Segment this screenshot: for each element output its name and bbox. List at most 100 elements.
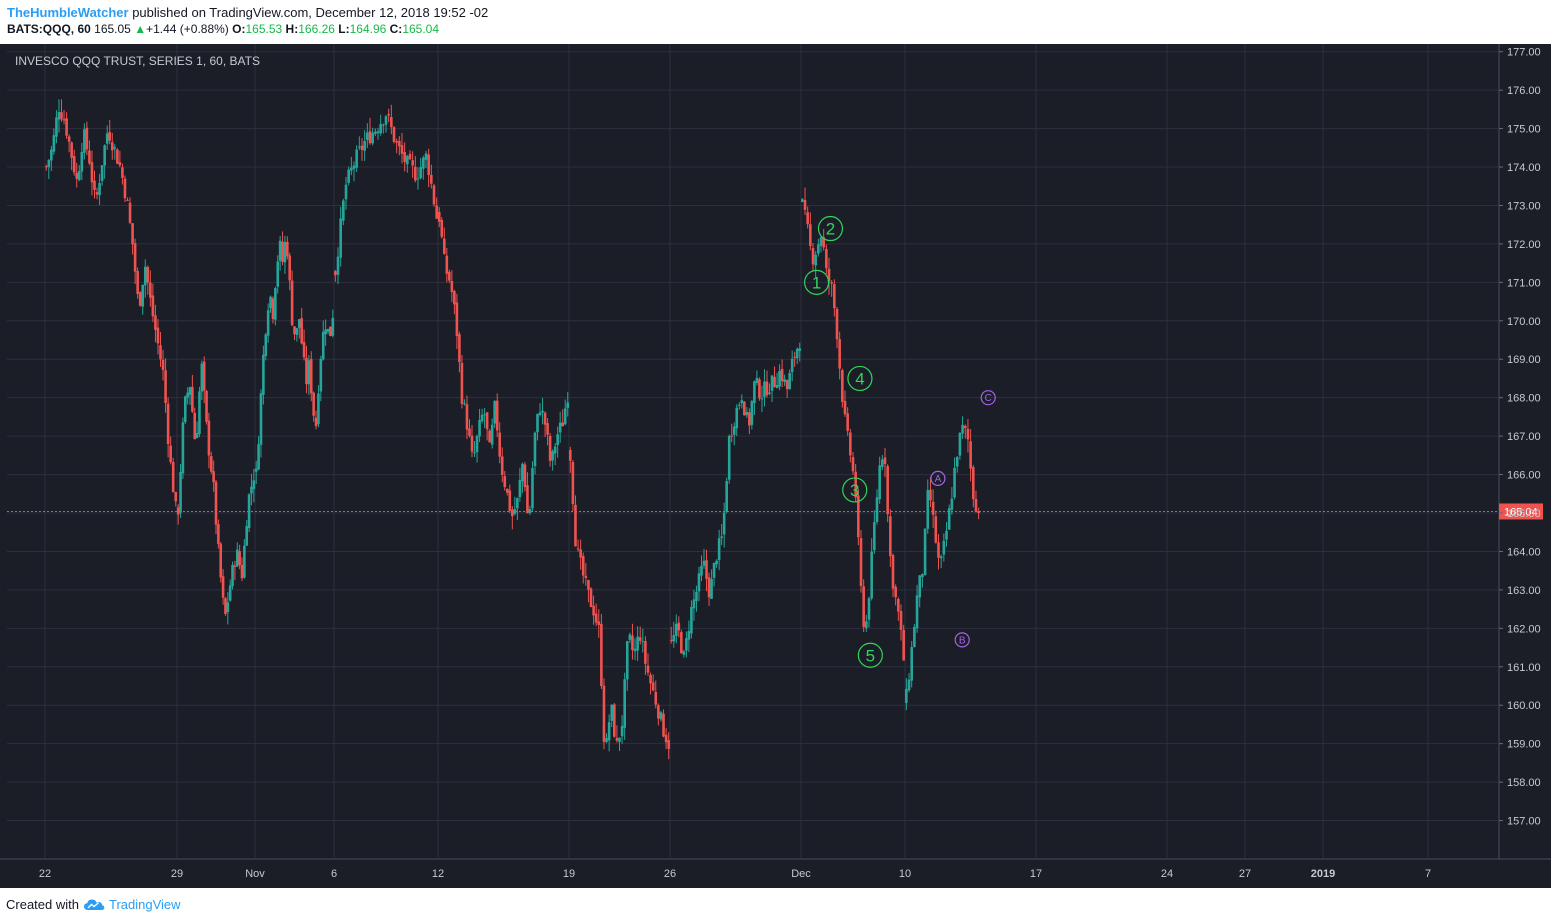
candle-body <box>809 224 812 247</box>
time-axis[interactable]: 22 29 Nov 6 12 19 26 Dec 10 17 24 27 2019 7 <box>39 868 1431 880</box>
candle-body <box>336 256 340 275</box>
candle-body <box>458 334 461 363</box>
candle-body <box>274 288 277 320</box>
candle-body <box>350 167 353 171</box>
candle-body <box>592 605 595 616</box>
candle-body <box>143 266 147 286</box>
candle-body <box>283 241 287 263</box>
candle-body <box>788 373 791 390</box>
candle-body <box>672 635 676 642</box>
tradingview-brand[interactable]: TradingView <box>108 897 181 912</box>
candle-body <box>200 363 204 392</box>
candle-body <box>768 392 771 394</box>
candle-body <box>843 400 847 415</box>
candle-body <box>392 127 396 142</box>
candle-body <box>897 598 900 612</box>
candle-body <box>217 524 220 544</box>
candle-body <box>344 184 348 200</box>
candle-body <box>141 284 145 307</box>
candle-body <box>374 131 377 134</box>
candle-body <box>171 461 175 493</box>
candle-body <box>250 486 253 494</box>
candle-body <box>108 132 112 141</box>
x-tick-label: 12 <box>432 868 444 880</box>
candle-body <box>775 384 779 389</box>
candle-body <box>851 457 855 472</box>
candle-body <box>233 565 237 567</box>
candle-body <box>105 133 109 144</box>
candle-body <box>480 414 484 422</box>
candle-body <box>674 623 678 636</box>
last-price-tag <box>1499 503 1543 520</box>
candle-body <box>531 468 534 509</box>
candle-body <box>918 575 922 598</box>
candle-body <box>90 162 94 183</box>
candle-body <box>88 150 91 164</box>
footer: Created with TradingView <box>0 888 1551 922</box>
candle-body <box>416 178 420 180</box>
candle-body <box>360 145 364 150</box>
candle-body <box>390 117 393 128</box>
candle-body <box>857 495 860 538</box>
candle-body <box>613 704 616 737</box>
candle-body <box>551 451 554 461</box>
candle-body <box>366 132 369 140</box>
y-tick-label: 163.00 <box>1507 585 1541 597</box>
candle-body <box>795 348 799 359</box>
candle-body <box>945 530 948 540</box>
chart-title: INVESCO QQQ TRUST, SERIES 1, 60, BATS <box>15 54 260 68</box>
candle-body <box>867 598 871 620</box>
candle-body <box>966 428 970 440</box>
symbol-label[interactable]: BATS:QQQ, 60 <box>7 22 91 36</box>
candle-body <box>228 585 232 601</box>
candle-body <box>67 136 71 142</box>
candle-body <box>419 167 422 179</box>
candle-body <box>793 356 797 358</box>
candle-body <box>811 248 815 265</box>
candle-body <box>133 243 137 272</box>
candle-body <box>262 354 265 395</box>
candle-body <box>85 127 89 150</box>
candle-body <box>915 595 919 629</box>
candle-body <box>60 112 63 120</box>
price-axis[interactable]: 157.00 158.00 159.00 160.00 161.00 162.00 163.… <box>1499 47 1541 828</box>
high-label: H: <box>285 22 299 36</box>
candle-body <box>773 376 776 387</box>
close-label: C: <box>389 22 403 36</box>
candle-body <box>841 370 844 402</box>
candle-body <box>138 292 142 306</box>
candle-body <box>687 631 691 640</box>
candle-body <box>52 135 56 152</box>
candle-body <box>411 160 414 166</box>
candle-body <box>953 467 956 498</box>
wave-label-text: 4 <box>855 369 864 388</box>
candle-body <box>664 734 668 743</box>
candle-body <box>174 492 178 502</box>
candle-body <box>110 142 114 151</box>
wave-label-text: A <box>935 474 942 485</box>
candle-body <box>732 426 736 435</box>
x-tick-label: Dec <box>791 868 811 880</box>
candle-body <box>259 393 263 445</box>
candle-body <box>264 334 268 356</box>
candle-body <box>113 147 117 149</box>
y-tick-label: 168.00 <box>1507 393 1541 405</box>
candle-body <box>644 641 647 664</box>
candle-body <box>827 268 831 282</box>
candle-body <box>798 348 802 352</box>
candle-body <box>891 555 895 589</box>
candle-body <box>654 691 658 705</box>
candle-body <box>209 456 213 472</box>
candle-body <box>743 401 746 416</box>
candle-body <box>854 471 857 498</box>
candle-body <box>93 180 96 190</box>
candle-body <box>939 556 943 559</box>
author-link[interactable]: TheHumbleWatcher <box>7 5 129 20</box>
chart-grid <box>0 44 1551 860</box>
x-tick-label: 26 <box>664 868 676 880</box>
candle-body <box>324 329 327 335</box>
candle-body <box>131 223 134 245</box>
candle-body <box>584 575 588 578</box>
candle-body <box>913 626 916 648</box>
